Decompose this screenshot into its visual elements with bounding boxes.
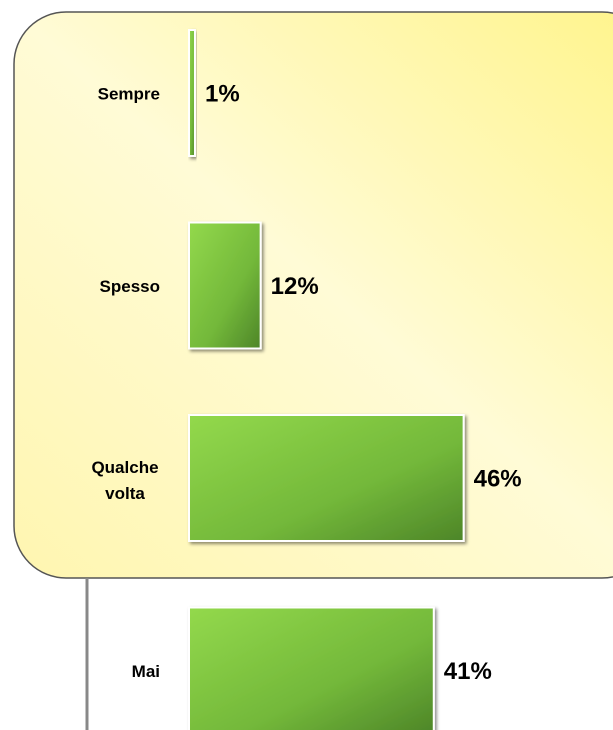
bar — [188, 606, 435, 730]
data-label: 46% — [474, 465, 522, 492]
bar — [188, 221, 262, 350]
data-label: 41% — [444, 658, 492, 685]
bar — [188, 29, 196, 157]
bar — [188, 414, 465, 542]
category-label: Qualche volta — [91, 458, 158, 503]
category-label: Spesso — [100, 277, 160, 296]
category-label: Sempre — [98, 84, 160, 103]
data-label: 1% — [205, 80, 240, 107]
category-label: Mai — [132, 662, 160, 681]
data-label: 12% — [271, 273, 319, 300]
